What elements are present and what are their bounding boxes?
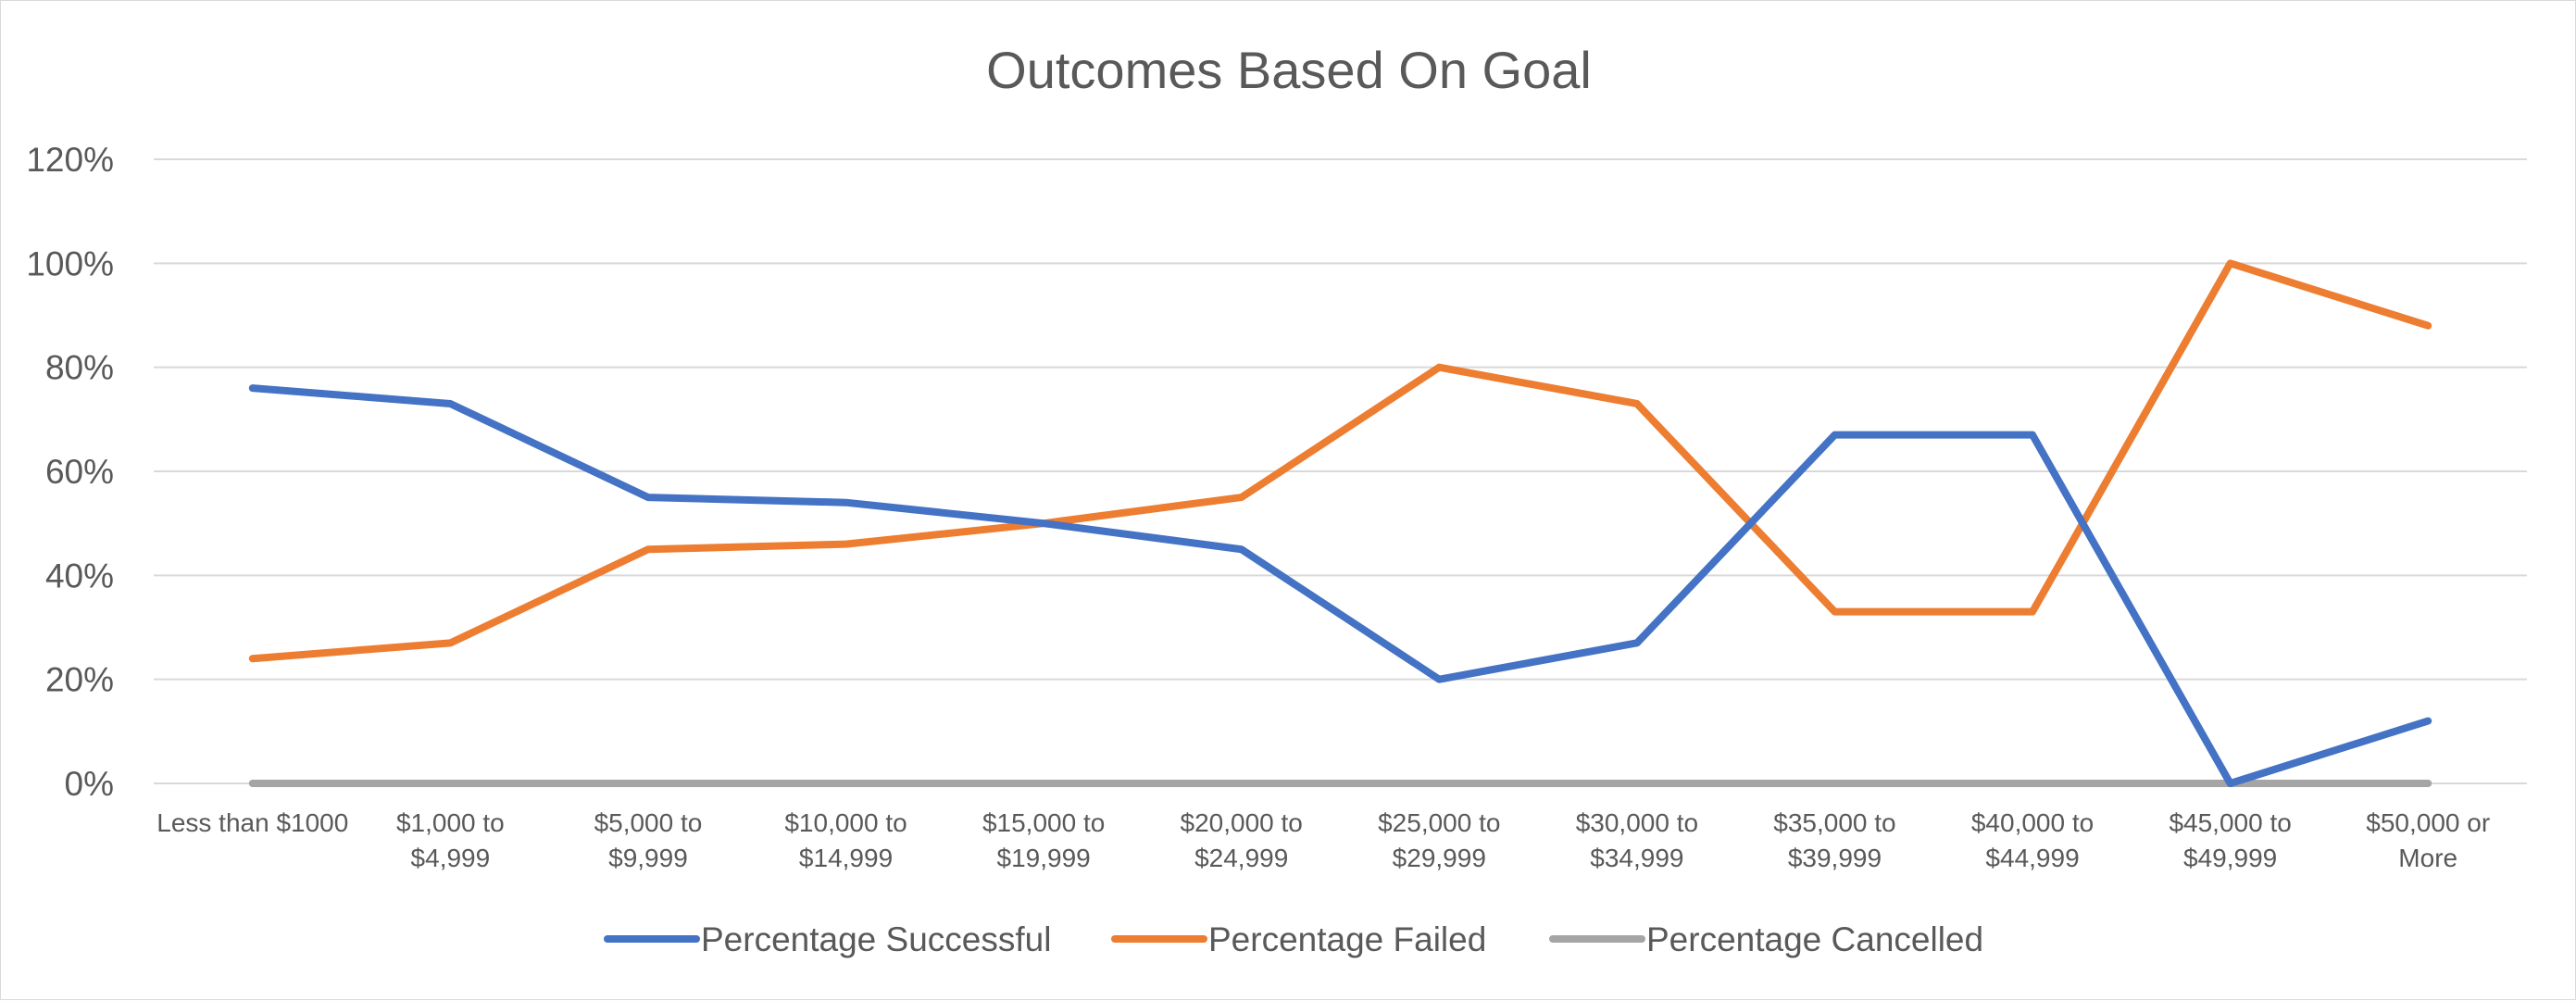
chart-title: Outcomes Based On Goal — [986, 41, 1592, 99]
y-tick-label: 20% — [45, 661, 114, 699]
x-tick-label: $30,000 to $34,999 — [1576, 808, 1698, 872]
y-tick-label: 120% — [26, 141, 114, 179]
x-tick-label: $15,000 to $19,999 — [982, 808, 1105, 872]
x-axis-ticks: Less than $1000 $1,000 to $4,999 $5,000 to $… — [156, 808, 2490, 872]
x-tick-label: $50,000 or More — [2366, 808, 2490, 872]
legend-label: Percentage Failed — [1208, 920, 1486, 958]
y-tick-label: 0% — [65, 765, 114, 803]
legend-label: Percentage Cancelled — [1646, 920, 1983, 958]
x-tick-label: $40,000 to $44,999 — [1971, 808, 2094, 872]
x-tick-label: $45,000 to $49,999 — [2169, 808, 2291, 872]
x-tick-label: Less than $1000 — [156, 808, 348, 837]
legend-label: Percentage Successful — [701, 920, 1051, 958]
x-tick-label: $5,000 to $9,999 — [594, 808, 703, 872]
x-tick-label: $35,000 to $39,999 — [1773, 808, 1895, 872]
y-tick-label: 100% — [26, 244, 114, 282]
gridlines — [154, 158, 2527, 784]
series-line-percentage-successful — [248, 384, 2432, 787]
y-tick-label: 60% — [45, 453, 114, 491]
y-axis-ticks: 0% 20% 40% 60% 80% 100% 120% — [26, 141, 114, 803]
series-line-percentage-failed — [248, 259, 2432, 663]
x-tick-label: $10,000 to $14,999 — [784, 808, 907, 872]
legend: Percentage Successful Percentage Failed Pe… — [604, 920, 1983, 958]
series-lines — [248, 259, 2432, 787]
y-tick-label: 80% — [45, 349, 114, 387]
x-tick-label: $20,000 to $24,999 — [1181, 808, 1303, 872]
x-tick-label: $1,000 to $4,999 — [396, 808, 505, 872]
x-tick-label: $25,000 to $29,999 — [1378, 808, 1500, 872]
y-tick-label: 40% — [45, 557, 114, 594]
